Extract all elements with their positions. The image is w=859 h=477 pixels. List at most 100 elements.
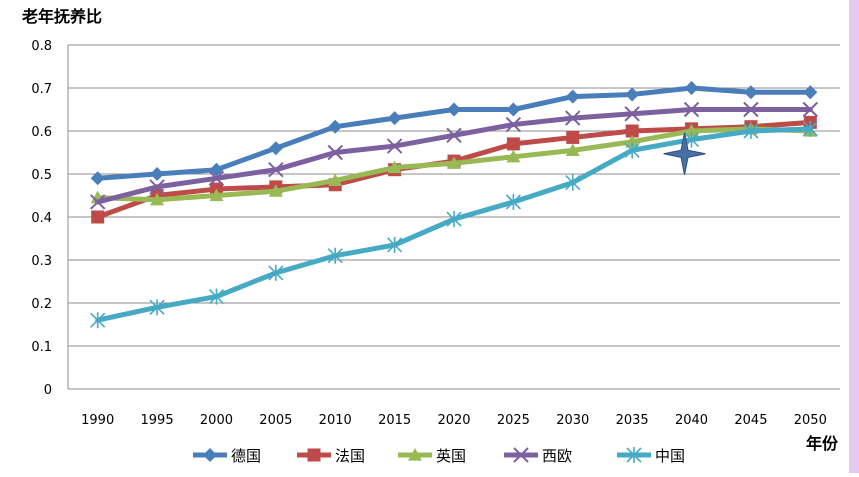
x-tick-label: 2035 [616,413,649,428]
x-tick-label: 2020 [437,413,470,428]
y-tick-label: 0.4 [31,211,52,226]
x-tick-label: 2005 [259,413,292,428]
y-axis-title: 老年抚养比 [21,7,102,26]
legend-label: 西欧 [542,447,572,465]
legend-label: 法国 [335,447,365,465]
data-point [743,123,759,139]
data-point [505,193,521,210]
data-point [328,119,343,134]
right-edge-bar [849,0,859,473]
x-axis-title: 年份 [806,434,839,453]
x-tick-label: 2015 [378,413,411,428]
legend-item: 西欧 [504,447,572,465]
data-point [683,101,700,118]
data-point [268,184,283,197]
data-point [386,138,403,154]
data-point [387,111,402,126]
legend: 德国 法国 英国 西欧 中国 [193,447,685,465]
data-point [89,194,106,210]
data-point [209,188,224,202]
legend-label: 英国 [436,447,466,465]
data-point [743,85,758,100]
x-tick-label: 1990 [81,413,114,428]
data-point [208,170,225,187]
series-4 [89,101,819,210]
data-point [565,174,581,191]
data-point [505,116,522,133]
legend-item: 法国 [297,447,365,465]
legend-item: 中国 [617,447,685,465]
data-point [208,288,225,305]
x-tick-label: 2045 [734,413,767,428]
x-tick-label: 2030 [556,413,589,428]
data-point [268,264,284,281]
star-annotation-icon [663,132,706,175]
y-tick-label: 0.3 [31,254,52,269]
data-point [565,143,580,156]
legend-label: 德国 [231,447,261,465]
x-tick-label: 2000 [200,413,233,428]
x-tick-label: 2040 [675,413,708,428]
data-point [268,141,283,156]
data-point [802,120,818,137]
legend-item: 英国 [398,447,466,465]
legend-marker [513,447,529,463]
data-point [387,160,402,174]
x-tick-label: 2025 [497,413,530,428]
data-point [802,101,819,118]
data-point [566,130,580,144]
series-1 [90,81,818,186]
data-point [446,211,462,228]
y-tick-label: 0.7 [31,82,52,97]
data-point [625,134,640,148]
data-point [624,142,640,159]
data-point [684,124,699,137]
data-point [506,137,520,151]
data-point [90,312,106,329]
axes: 0 0.1 0.2 0.3 0.4 0.5 0.6 0.7 0.8 1990 1995 2000 200… [31,39,840,428]
data-point [625,87,640,102]
data-point [446,127,462,144]
data-point [803,85,818,100]
data-point [624,106,640,122]
data-point [506,102,521,117]
data-point [150,167,165,181]
y-tick-label: 0.8 [31,39,52,54]
data-point [90,171,105,186]
data-point [447,156,461,169]
legend-marker [408,448,422,461]
grid-lines [68,44,840,347]
y-tick-label: 0.6 [31,125,52,140]
data-point [150,192,165,206]
data-point [447,102,461,117]
data-point [327,247,343,264]
y-tick-label: 0.1 [31,340,52,355]
data-point [743,101,759,118]
data-point [327,144,343,161]
data-point [91,210,105,224]
data-point [149,179,165,195]
data-point [328,173,343,187]
legend-marker [626,447,642,463]
data-point [149,299,165,316]
data-point [565,110,581,126]
legend-item: 德国 [193,447,261,465]
legend-label: 中国 [655,447,685,465]
data-point [506,149,521,163]
y-tick-label: 0.5 [31,168,52,183]
legend-marker [307,448,321,462]
data-point [625,124,639,138]
y-tick-label: 0.2 [31,297,52,312]
data-point [387,236,403,253]
data-point [268,161,284,178]
series-group [89,81,819,329]
series-5 [90,120,818,329]
data-point [684,81,699,95]
y-tick-label: 0 [44,383,52,398]
x-tick-label: 2050 [794,413,827,428]
x-tick-label: 2010 [319,413,352,428]
data-point [565,89,580,104]
x-tick-label: 1995 [141,413,174,428]
